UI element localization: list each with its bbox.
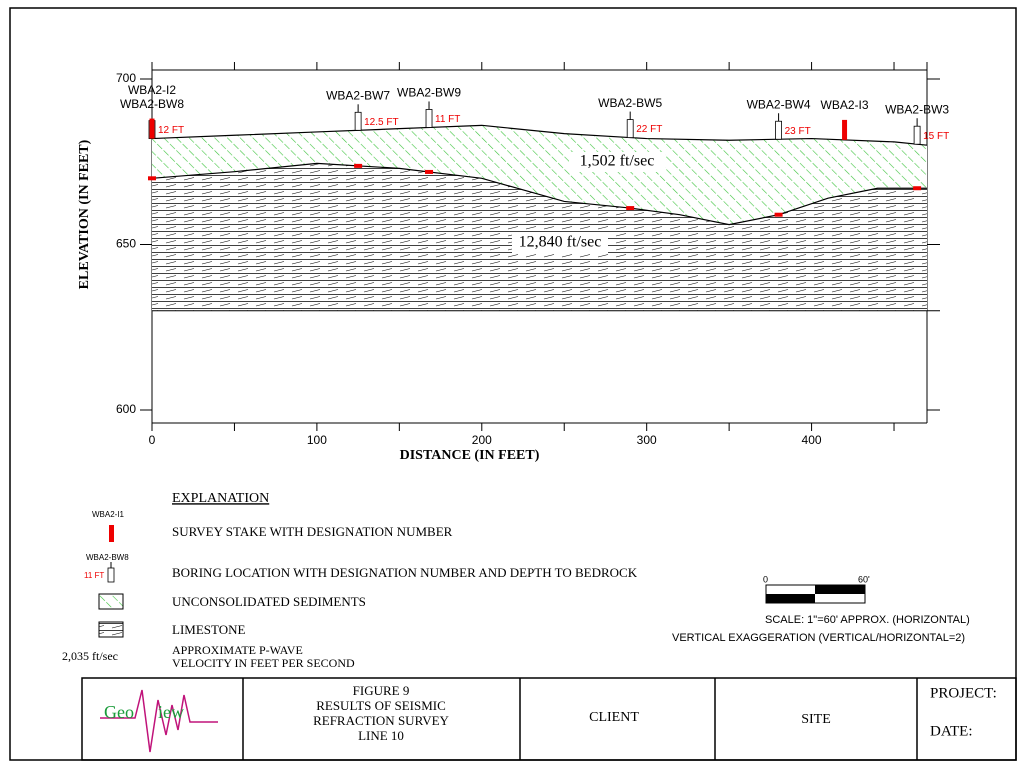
bedrock-marker — [148, 176, 156, 181]
boring-depth: 22 FT — [636, 124, 662, 135]
scale-bar: 0 60' SCALE: 1"=60' APPROX. (HORIZONTAL)… — [672, 574, 970, 644]
legend-text: LIMESTONE — [172, 622, 245, 637]
legend-label: WBA2-I1 — [92, 510, 125, 519]
y-tick-label: 650 — [116, 237, 136, 251]
stake — [149, 118, 155, 139]
y-tick-label: 700 — [116, 71, 136, 85]
boring — [425, 109, 433, 128]
y-axis-label: ELEVATION (IN FEET) — [77, 139, 92, 289]
boring-name: WBA2-BW5 — [598, 96, 662, 110]
legend-text: APPROXIMATE P-WAVE — [172, 643, 303, 657]
stake — [842, 119, 848, 140]
boring-name: WBA2-BW7 — [326, 88, 390, 102]
project-label: PROJECT: — [930, 685, 997, 701]
figure-title: REFRACTION SURVEY — [313, 713, 449, 728]
figure-title: FIGURE 9 — [353, 683, 410, 698]
x-tick-label: 300 — [637, 433, 657, 447]
explanation: EXPLANATION WBA2-I1 SURVEY STAKE WITH DE… — [62, 491, 638, 670]
scale-text: VERTICAL EXAGGERATION (VERTICAL/HORIZONT… — [672, 632, 965, 644]
velocity-label: 12,840 ft/sec — [519, 234, 602, 251]
bedrock-marker — [913, 186, 922, 191]
scale-fill — [766, 594, 815, 603]
figure-title: LINE 10 — [358, 728, 404, 743]
legend-text: SURVEY STAKE WITH DESIGNATION NUMBER — [172, 524, 453, 539]
boring-depth: 12 FT — [158, 125, 184, 136]
legend-text: BORING LOCATION WITH DESIGNATION NUMBER … — [172, 565, 638, 580]
x-tick-label: 400 — [802, 433, 822, 447]
legend-text: UNCONSOLIDATED SEDIMENTS — [172, 594, 366, 609]
date-label: DATE: — [930, 723, 973, 739]
legend-stake — [109, 525, 114, 542]
scale-label: 60' — [858, 574, 870, 584]
scale-fill — [815, 585, 865, 594]
boring — [775, 120, 782, 140]
ground-surface — [151, 124, 928, 146]
boring-name: WBA2-BW9 — [397, 86, 461, 100]
figure-title: RESULTS OF SEISMIC — [316, 698, 446, 713]
stake-name: WBA2-I2 — [128, 83, 176, 97]
boring — [354, 111, 362, 131]
boring-depth: 11 FT — [435, 114, 460, 125]
velocity-label: 1,502 ft/sec — [580, 153, 655, 170]
logo-text: iew — [158, 702, 184, 722]
site-label: SITE — [801, 712, 831, 727]
logo-text: Geo — [104, 702, 134, 722]
title-block: Geo iew FIGURE 9 RESULTS OF SEISMIC REFR… — [81, 677, 1017, 761]
sediment-fill — [152, 125, 927, 225]
boring — [626, 119, 634, 138]
x-axis-label: DISTANCE (IN FEET) — [400, 448, 540, 463]
boring-name: WBA2-BW4 — [747, 97, 811, 111]
stake-name: WBA2-I3 — [821, 98, 869, 112]
legend-label: 11 FT — [84, 571, 104, 580]
bedrock-marker — [774, 212, 783, 217]
boring-depth: 23 FT — [785, 126, 811, 137]
legend-label: 2,035 ft/sec — [62, 649, 118, 663]
boring-name: WBA2-BW8 — [120, 97, 184, 111]
scale-text: SCALE: 1"=60' APPROX. (HORIZONTAL) — [765, 614, 970, 626]
plot: 1,502 ft/sec 12,840 ft/sec WBA2-BW8 12 FT WB… — [77, 62, 949, 463]
velocity-label-bg — [512, 233, 608, 253]
y-tick-label: 600 — [116, 402, 136, 416]
bedrock-marker — [626, 206, 635, 211]
boring-depth: 15 FT — [923, 131, 949, 142]
boring — [913, 125, 921, 145]
client-label: CLIENT — [589, 710, 639, 725]
legend-boring — [107, 567, 115, 583]
boring-depth: 12.5 FT — [364, 117, 398, 128]
velocity-label-bg — [569, 152, 665, 172]
boring-name: WBA2-BW3 — [885, 102, 949, 116]
explanation-title: EXPLANATION — [172, 491, 269, 506]
x-tick-label: 100 — [307, 433, 327, 447]
bedrock-marker — [354, 163, 363, 168]
legend-limestone — [98, 621, 124, 638]
scale-label: 0 — [763, 574, 768, 584]
legend-label: WBA2-BW8 — [86, 553, 129, 562]
logo-wave — [100, 689, 218, 753]
legend-sediment — [98, 593, 124, 610]
frame — [9, 7, 1017, 761]
x-tick-label: 0 — [149, 433, 156, 447]
x-tick-label: 200 — [472, 433, 492, 447]
legend-text: VELOCITY IN FEET PER SECOND — [172, 656, 355, 670]
bedrock-marker — [425, 169, 434, 174]
